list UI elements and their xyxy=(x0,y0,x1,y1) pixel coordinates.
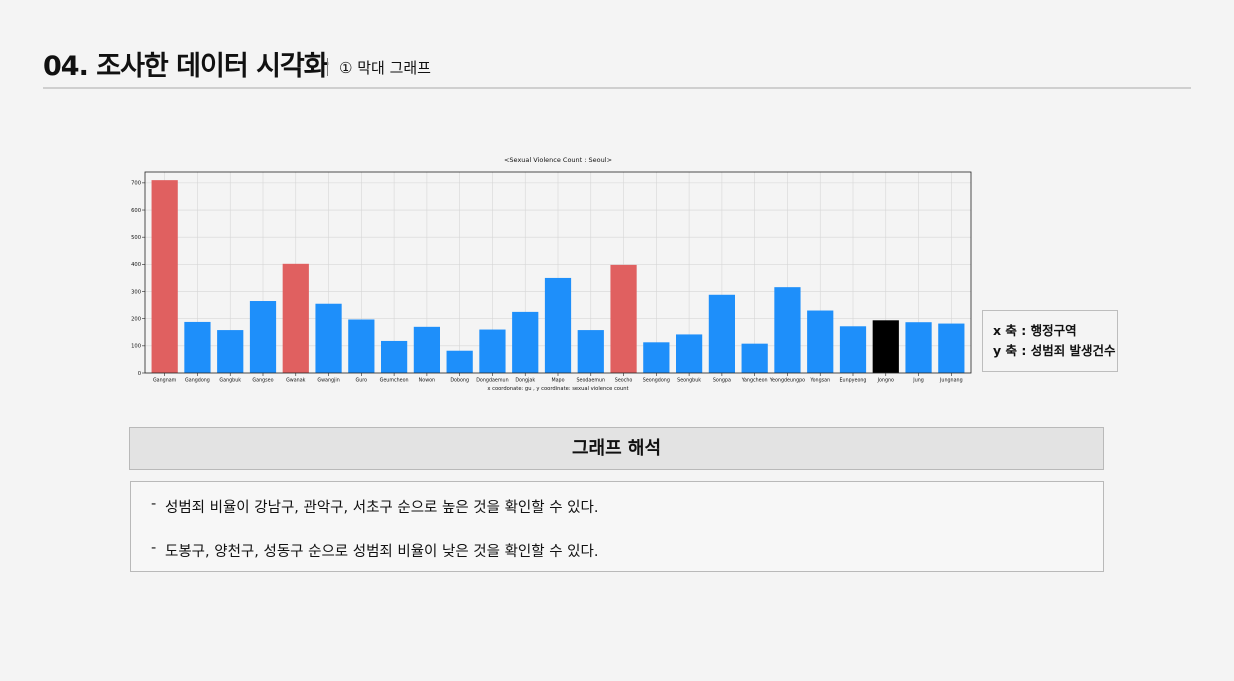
axis-legend-box: x 축 : 행정구역 y 축 : 성범죄 발생건수 xyxy=(982,310,1118,372)
interpretation-text: 성범죄 비율이 강남구, 관악구, 서초구 순으로 높은 것을 확인할 수 있다… xyxy=(165,500,599,516)
bar-dongjak xyxy=(512,311,539,373)
bar-geumcheon xyxy=(381,340,408,373)
bar-seodaemun xyxy=(577,330,604,373)
x-tick-label: Seodaemun xyxy=(576,378,605,384)
x-tick-label: Jungnang xyxy=(939,378,963,384)
x-tick-label: Geumcheon xyxy=(380,378,409,384)
bar-gangdong xyxy=(184,321,211,373)
interpretation-heading: 그래프 해석 xyxy=(129,427,1104,470)
x-tick-label: Yangcheon xyxy=(741,378,768,384)
chart-title: <Sexual Violence Count : Seoul> xyxy=(504,156,612,164)
x-tick-label: Gangbuk xyxy=(219,378,241,384)
x-tick-label: Seocho xyxy=(615,378,633,384)
y-tick-label: 0 xyxy=(138,371,141,377)
x-axis-legend: x 축 : 행정구역 xyxy=(993,323,1077,338)
bar-yeongdeungpo xyxy=(774,287,801,373)
bar-chart: <Sexual Violence Count : Seoul> 0 100 200 3… xyxy=(131,156,972,392)
title-separator xyxy=(327,58,328,76)
bar-dobong xyxy=(446,350,473,373)
bar-seongdong xyxy=(643,342,670,373)
header-divider xyxy=(43,87,1191,89)
bar-jung xyxy=(905,322,932,373)
bullet-dash: - xyxy=(151,540,157,556)
y-axis-ticks: 0 100 200 300 400 500 600 700 xyxy=(131,181,145,377)
x-tick-label: Dobong xyxy=(450,378,469,384)
x-tick-label: Seongbuk xyxy=(677,378,701,384)
bar-mapo xyxy=(544,277,572,373)
bar-seongbuk xyxy=(676,334,703,373)
x-axis-label: x coordonate: gu , y coordinate: sexual … xyxy=(487,386,628,392)
bar-gangbuk xyxy=(217,330,244,373)
bar-gwanak xyxy=(282,263,309,373)
x-tick-label: Mapo xyxy=(551,378,564,384)
bar-jongno xyxy=(872,320,899,373)
x-tick-label: Gwanak xyxy=(286,378,306,384)
y-tick-label: 300 xyxy=(131,289,141,295)
y-tick-label: 400 xyxy=(131,262,141,268)
y-tick-label: 600 xyxy=(131,208,141,214)
bar-gangseo xyxy=(249,301,277,373)
bar-jungnang xyxy=(938,323,965,373)
x-tick-label: Gwangjin xyxy=(317,378,339,384)
bar-nowon xyxy=(413,326,440,373)
page-title: 04. 조사한 데이터 시각화 xyxy=(43,51,329,82)
x-tick-label: Eunpyeong xyxy=(840,378,867,384)
x-tick-label: Gangseo xyxy=(252,378,273,384)
bar-guro xyxy=(348,319,375,373)
x-tick-label: Dongjak xyxy=(515,378,535,384)
slide-header: 04. 조사한 데이터 시각화 ① 막대 그래프 xyxy=(43,40,1191,88)
bar-yangcheon xyxy=(741,343,768,373)
bar-gangnam xyxy=(151,180,178,373)
x-tick-label: Yeongdeungpo xyxy=(769,378,805,384)
x-tick-label: Gangdong xyxy=(185,378,210,384)
y-tick-label: 500 xyxy=(131,235,141,241)
bar-gwangjin xyxy=(315,303,342,373)
x-tick-label: Songpa xyxy=(713,378,731,384)
x-tick-label: Gangnam xyxy=(153,378,177,384)
bar-songpa xyxy=(708,294,735,373)
bar-eunpyeong xyxy=(839,326,867,373)
x-tick-label: Guro xyxy=(356,378,368,384)
y-tick-label: 700 xyxy=(131,181,141,187)
x-tick-label: Yongsan xyxy=(809,378,830,384)
bar-yongsan xyxy=(807,310,834,373)
interpretation-item: - 도봉구, 양천구, 성동구 순으로 성범죄 비율이 낮은 것을 확인할 수 … xyxy=(151,540,1103,562)
interpretation-body: - 성범죄 비율이 강남구, 관악구, 서초구 순으로 높은 것을 확인할 수 … xyxy=(130,481,1104,572)
x-tick-label: Dongdaemun xyxy=(476,378,508,384)
bullet-dash: - xyxy=(151,496,157,512)
x-axis-ticks: Gangnam Gangdong Gangbuk Gangseo Gwanak Gwang… xyxy=(153,373,963,384)
y-axis-legend: y 축 : 성범죄 발생건수 xyxy=(993,343,1116,358)
chart-bars xyxy=(151,180,965,373)
x-tick-label: Nowon xyxy=(419,378,435,384)
x-tick-label: Jung xyxy=(912,378,924,384)
bar-dongdaemun xyxy=(479,329,506,373)
y-tick-label: 200 xyxy=(131,316,141,322)
page-subtitle: ① 막대 그래프 xyxy=(339,59,431,77)
interpretation-text: 도봉구, 양천구, 성동구 순으로 성범죄 비율이 낮은 것을 확인할 수 있다… xyxy=(165,544,599,560)
bar-seocho xyxy=(610,264,637,373)
x-tick-label: Seongdong xyxy=(643,378,670,384)
x-tick-label: Jongno xyxy=(877,378,894,384)
y-tick-label: 100 xyxy=(131,344,141,350)
interpretation-item: - 성범죄 비율이 강남구, 관악구, 서초구 순으로 높은 것을 확인할 수 … xyxy=(151,496,1103,518)
